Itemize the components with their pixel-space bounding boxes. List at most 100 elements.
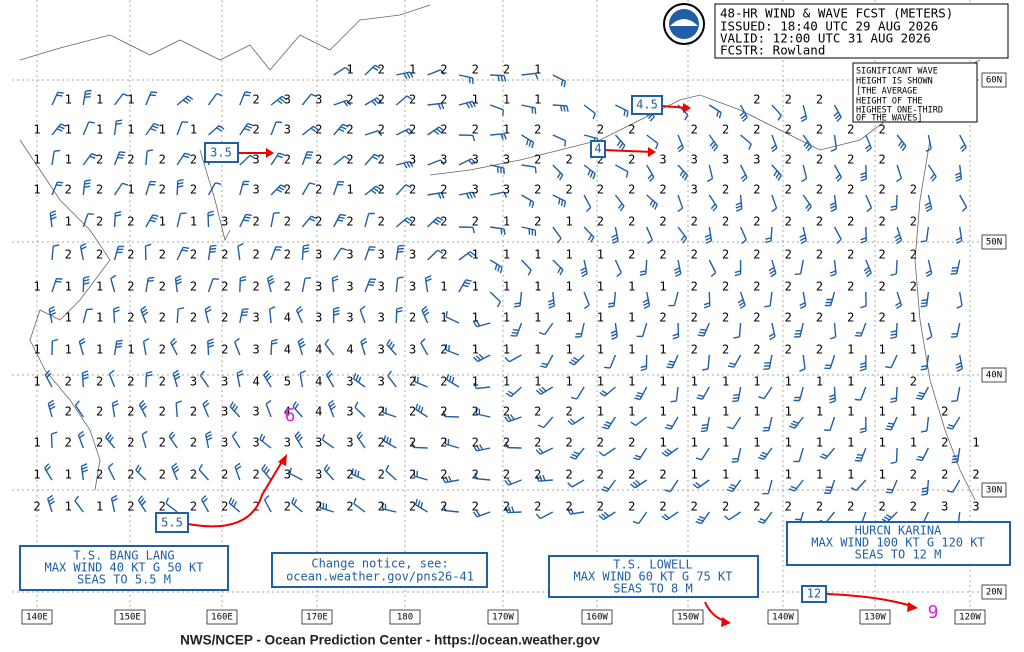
- wave-height: 2: [190, 183, 197, 197]
- wave-height: 2: [159, 311, 166, 325]
- wind-barb: [670, 386, 679, 403]
- wind-barb: [396, 160, 414, 169]
- wave-height: 2: [190, 153, 197, 167]
- wave-height: 3: [190, 375, 197, 389]
- wind-barb: [890, 322, 898, 339]
- wave-height: 2: [910, 500, 917, 514]
- wind-barb: [364, 278, 377, 293]
- wind-barb: [920, 416, 930, 433]
- header-text: 48-HR WIND & WAVE FCST (METERS) ISSUED: …: [720, 6, 953, 58]
- wave-height: 1: [753, 375, 760, 389]
- wind-barb: [604, 354, 617, 369]
- wave-height: 2: [159, 280, 166, 294]
- wind-barb: [633, 447, 648, 461]
- wave-height: 1: [816, 405, 823, 419]
- wind-barb: [950, 322, 961, 338]
- wave-height: 2: [159, 153, 166, 167]
- wind-barb: [521, 226, 537, 237]
- wave-height: 2: [159, 248, 166, 262]
- wind-barb: [291, 497, 303, 513]
- wave-height: 3: [753, 153, 760, 167]
- arrow: [825, 593, 916, 608]
- wave-height: 2: [315, 183, 322, 197]
- wave-height: 2: [96, 468, 103, 482]
- wave-height: 2: [878, 280, 885, 294]
- wave-height: 2: [440, 375, 447, 389]
- wave-height: 3: [722, 153, 729, 167]
- wave-height: 2: [565, 436, 572, 450]
- notice-line: ocean.weather.gov/pns26-41: [286, 570, 474, 584]
- wind-barb: [386, 339, 397, 356]
- wind-barb: [601, 416, 616, 430]
- wind-barb: [504, 414, 522, 423]
- wind-barb: [327, 399, 337, 418]
- wave-height: 1: [65, 468, 72, 482]
- wind-barb: [920, 226, 930, 243]
- note-line: HEIGHT IS SHOWN: [856, 77, 933, 87]
- wave-height: 2: [440, 468, 447, 482]
- wave-height: 1: [503, 280, 510, 294]
- wind-barb: [442, 410, 459, 418]
- wind-barb: [734, 260, 742, 277]
- wave-height: 2: [503, 405, 510, 419]
- wind-barb: [799, 226, 807, 245]
- wave-height: 3: [346, 280, 353, 294]
- wind-barb: [228, 497, 241, 513]
- wind-barb: [583, 104, 596, 120]
- wave-height: 2: [159, 183, 166, 197]
- wave-height: 1: [33, 343, 40, 357]
- wave-height: 1: [472, 343, 479, 357]
- wind-barb: [661, 447, 679, 457]
- wave-height: 2: [127, 280, 134, 294]
- wind-barb: [140, 305, 149, 324]
- wind-barb: [414, 498, 428, 513]
- wind-barb: [359, 305, 366, 324]
- wave-height: 1: [159, 215, 166, 229]
- wave-height: 2: [878, 215, 885, 229]
- arrowhead: [266, 148, 274, 158]
- wave-height: 2: [378, 153, 385, 167]
- wave-height: 1: [565, 215, 572, 229]
- wave-height: 1: [972, 436, 979, 450]
- wave-height: 1: [816, 375, 823, 389]
- wind-barb: [692, 479, 710, 489]
- wind-barb: [301, 215, 318, 228]
- wind-barb: [114, 182, 129, 196]
- wave-height: 1: [878, 343, 885, 357]
- label-box: [206, 609, 238, 625]
- wind-barb: [265, 399, 272, 418]
- wave-height: 2: [691, 215, 698, 229]
- latitude-label: 20N: [986, 588, 1002, 598]
- wave-height: 2: [190, 343, 197, 357]
- wave-height: 2: [565, 153, 572, 167]
- wave-height: 2: [785, 343, 792, 357]
- wave-height: 2: [910, 280, 917, 294]
- wave-height: 3: [659, 153, 666, 167]
- wind-barb: [505, 441, 522, 449]
- wind-barb: [666, 354, 679, 369]
- wind-barb: [824, 291, 836, 307]
- wind-barb: [854, 386, 867, 401]
- wave-height: 2: [96, 183, 103, 197]
- wave-height: 1: [597, 311, 604, 325]
- wave-height: 2: [346, 500, 353, 514]
- wave-height: 2: [440, 123, 447, 137]
- wind-barb: [395, 276, 404, 293]
- wave-height: 2: [878, 311, 885, 325]
- wave-height: 2: [65, 405, 72, 419]
- wind-barb: [757, 511, 773, 524]
- wind-barb: [234, 462, 242, 481]
- wind-barb: [145, 149, 154, 166]
- wave-height: 1: [65, 93, 72, 107]
- wind-barb: [301, 277, 312, 293]
- wave-height: 2: [346, 215, 353, 229]
- wind-barb: [739, 226, 747, 245]
- wind-barb: [51, 338, 59, 356]
- wave-height: 2: [346, 468, 353, 482]
- wind-barb: [207, 278, 220, 293]
- wave-height: 1: [816, 468, 823, 482]
- wind-barb: [521, 72, 539, 80]
- wave-height: 1: [785, 468, 792, 482]
- wind-barb: [414, 375, 428, 388]
- note-line: HEIGHT OF THE: [856, 97, 923, 107]
